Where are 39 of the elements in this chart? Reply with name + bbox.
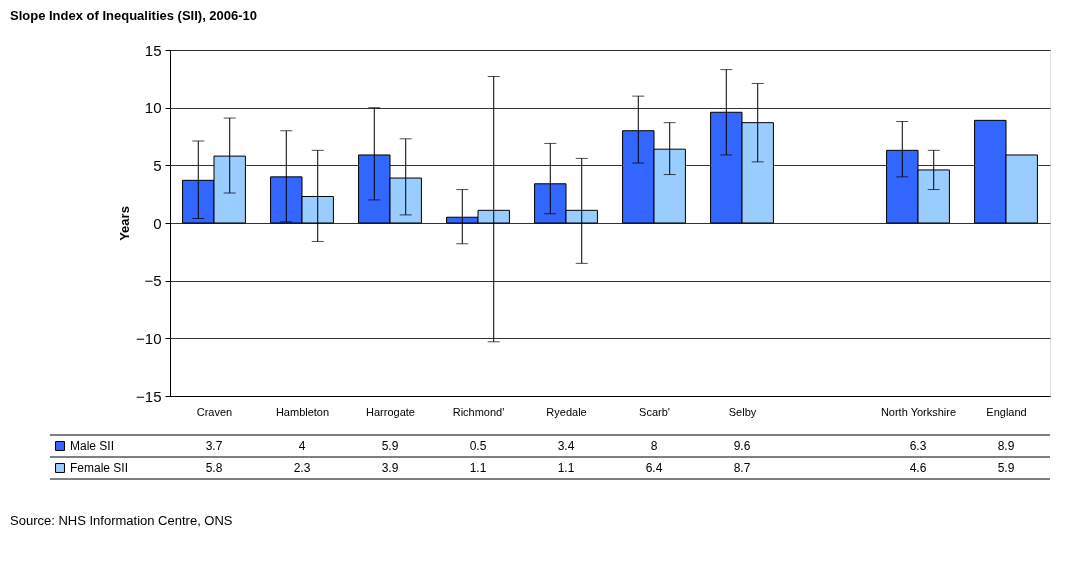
y-tick-label: −5 — [144, 272, 162, 290]
data-label: 1.1 — [557, 461, 575, 475]
data-label: 8.7 — [733, 461, 751, 475]
data-label: 5.9 — [997, 461, 1015, 475]
x-tick-label: England — [986, 405, 1027, 418]
data-label: 0.5 — [469, 439, 487, 453]
y-axis-title: Years — [117, 206, 133, 241]
data-label: 5.8 — [205, 461, 223, 475]
x-tick-label: Hambleton — [275, 405, 330, 418]
y-tick-label: 0 — [153, 214, 162, 232]
source-note: Source: NHS Information Centre, ONS — [10, 513, 233, 528]
y-tick-label: −15 — [136, 387, 162, 405]
data-label: 2.3 — [293, 461, 311, 475]
data-label: 8 — [650, 439, 658, 453]
data-label: 3.7 — [205, 439, 223, 453]
data-label: 6.4 — [645, 461, 663, 475]
x-tick-label: Richmond' — [452, 405, 505, 418]
legend-label: Female SII — [70, 461, 129, 475]
data-label: 4 — [298, 439, 306, 453]
data-label: 6.3 — [909, 439, 927, 453]
y-tick-label: −10 — [136, 329, 162, 347]
data-label: 3.4 — [557, 439, 575, 453]
data-label: 9.6 — [733, 439, 751, 453]
x-tick-label: North Yorkshire — [880, 405, 957, 418]
y-tick-label: 10 — [144, 99, 162, 117]
data-label: 5.9 — [381, 439, 399, 453]
data-label: 3.9 — [381, 461, 399, 475]
y-tick-label: 15 — [144, 41, 162, 59]
x-tick-label: Harrogate — [366, 405, 415, 418]
y-tick-label: 5 — [153, 156, 162, 174]
x-tick-label: Scarb' — [639, 405, 670, 418]
chart-title: Slope Index of Inequalities (SII), 2006-10 — [10, 8, 258, 23]
data-label: 8.9 — [997, 439, 1015, 453]
x-tick-label: Craven — [196, 405, 233, 418]
x-tick-label: Ryedale — [546, 405, 587, 418]
data-label: 4.6 — [909, 461, 927, 475]
x-tick-label: Selby — [728, 405, 757, 418]
data-label: 1.1 — [469, 461, 487, 475]
legend-label: Male SII — [70, 439, 115, 453]
